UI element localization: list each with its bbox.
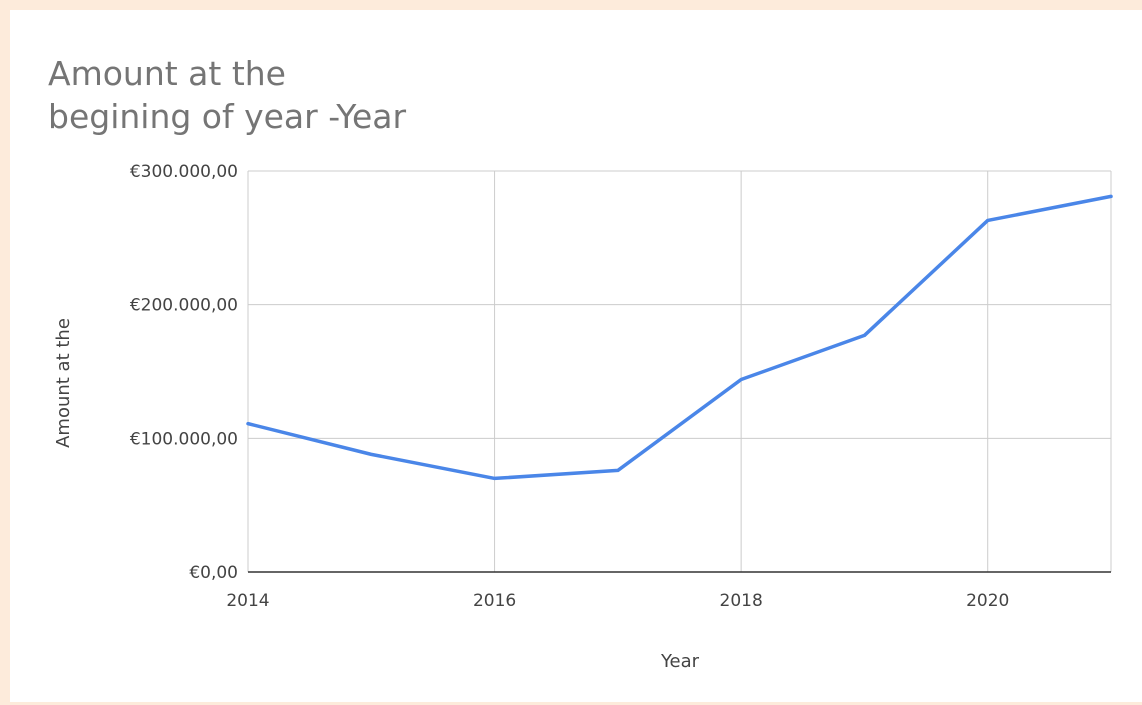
series-layer <box>246 194 1113 481</box>
y-axis-label: Amount at the <box>53 318 74 448</box>
y-tick-label: €300.000,00 <box>130 162 238 182</box>
chart-card: Amount at the begining of year -Year <box>10 10 1142 702</box>
x-tick-label: 2018 <box>720 591 763 611</box>
chart-title-line-1: Amount at the <box>48 54 286 93</box>
y-tick-label: €0,00 <box>189 563 238 583</box>
x-tick-label: 2016 <box>473 591 516 611</box>
y-tick-label: €200.000,00 <box>130 296 238 316</box>
chart-title-line-2: begining of year -Year <box>48 97 407 136</box>
chart-title: Amount at the begining of year -Year <box>48 52 648 138</box>
grid-lines <box>247 170 1112 572</box>
series-line <box>246 194 1113 481</box>
x-axis-label: Year <box>660 651 700 672</box>
x-tick-label: 2020 <box>966 591 1009 611</box>
tick-labels: €0,00 €100.000,00 €200.000,00 €300.000,00 20… <box>130 162 1010 611</box>
y-tick-label: €100.000,00 <box>130 429 238 449</box>
x-tick-label: 2014 <box>226 591 269 611</box>
